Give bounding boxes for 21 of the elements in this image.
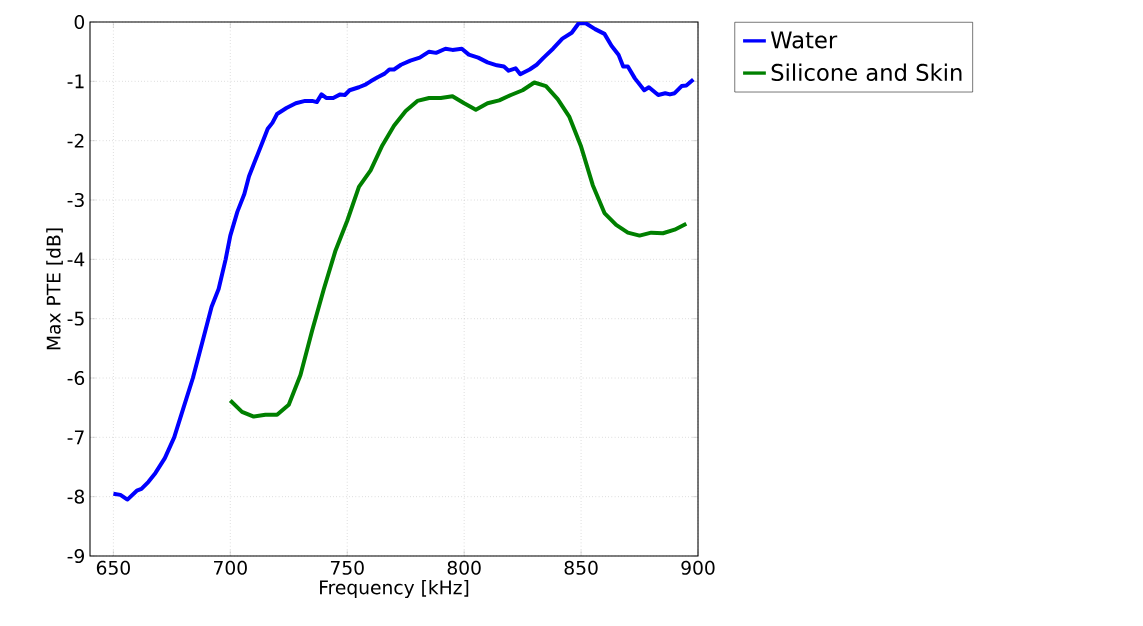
x-tick-label: 750 bbox=[330, 560, 364, 575]
line-series bbox=[228, 80, 689, 419]
y-tick-label: -3 bbox=[67, 192, 84, 208]
x-tick-label: 900 bbox=[681, 560, 715, 575]
x-tick-label: 800 bbox=[447, 560, 481, 575]
y-tick-label: -7 bbox=[67, 430, 84, 445]
y-tick-label: 0 bbox=[74, 14, 85, 30]
x-tick-label: 850 bbox=[564, 560, 598, 575]
x-tick-label: 650 bbox=[96, 560, 130, 575]
y-tick-label: -6 bbox=[67, 370, 85, 386]
y-tick-label: -2 bbox=[67, 133, 84, 148]
y-tick-label: -1 bbox=[67, 74, 84, 89]
y-tick-label: -5 bbox=[67, 311, 84, 326]
y-axis-title: Max PTE [dB] bbox=[46, 228, 63, 350]
y-tick-label: -9 bbox=[67, 548, 84, 564]
x-axis-title: Frequency [kHz] bbox=[320, 579, 469, 599]
y-tick-label: -8 bbox=[67, 489, 85, 504]
legend-label: Silicone and Skin bbox=[771, 63, 962, 81]
legend-label: Water bbox=[770, 31, 838, 49]
x-tick-label: 700 bbox=[214, 560, 247, 575]
y-tick-label: -4 bbox=[67, 252, 85, 267]
